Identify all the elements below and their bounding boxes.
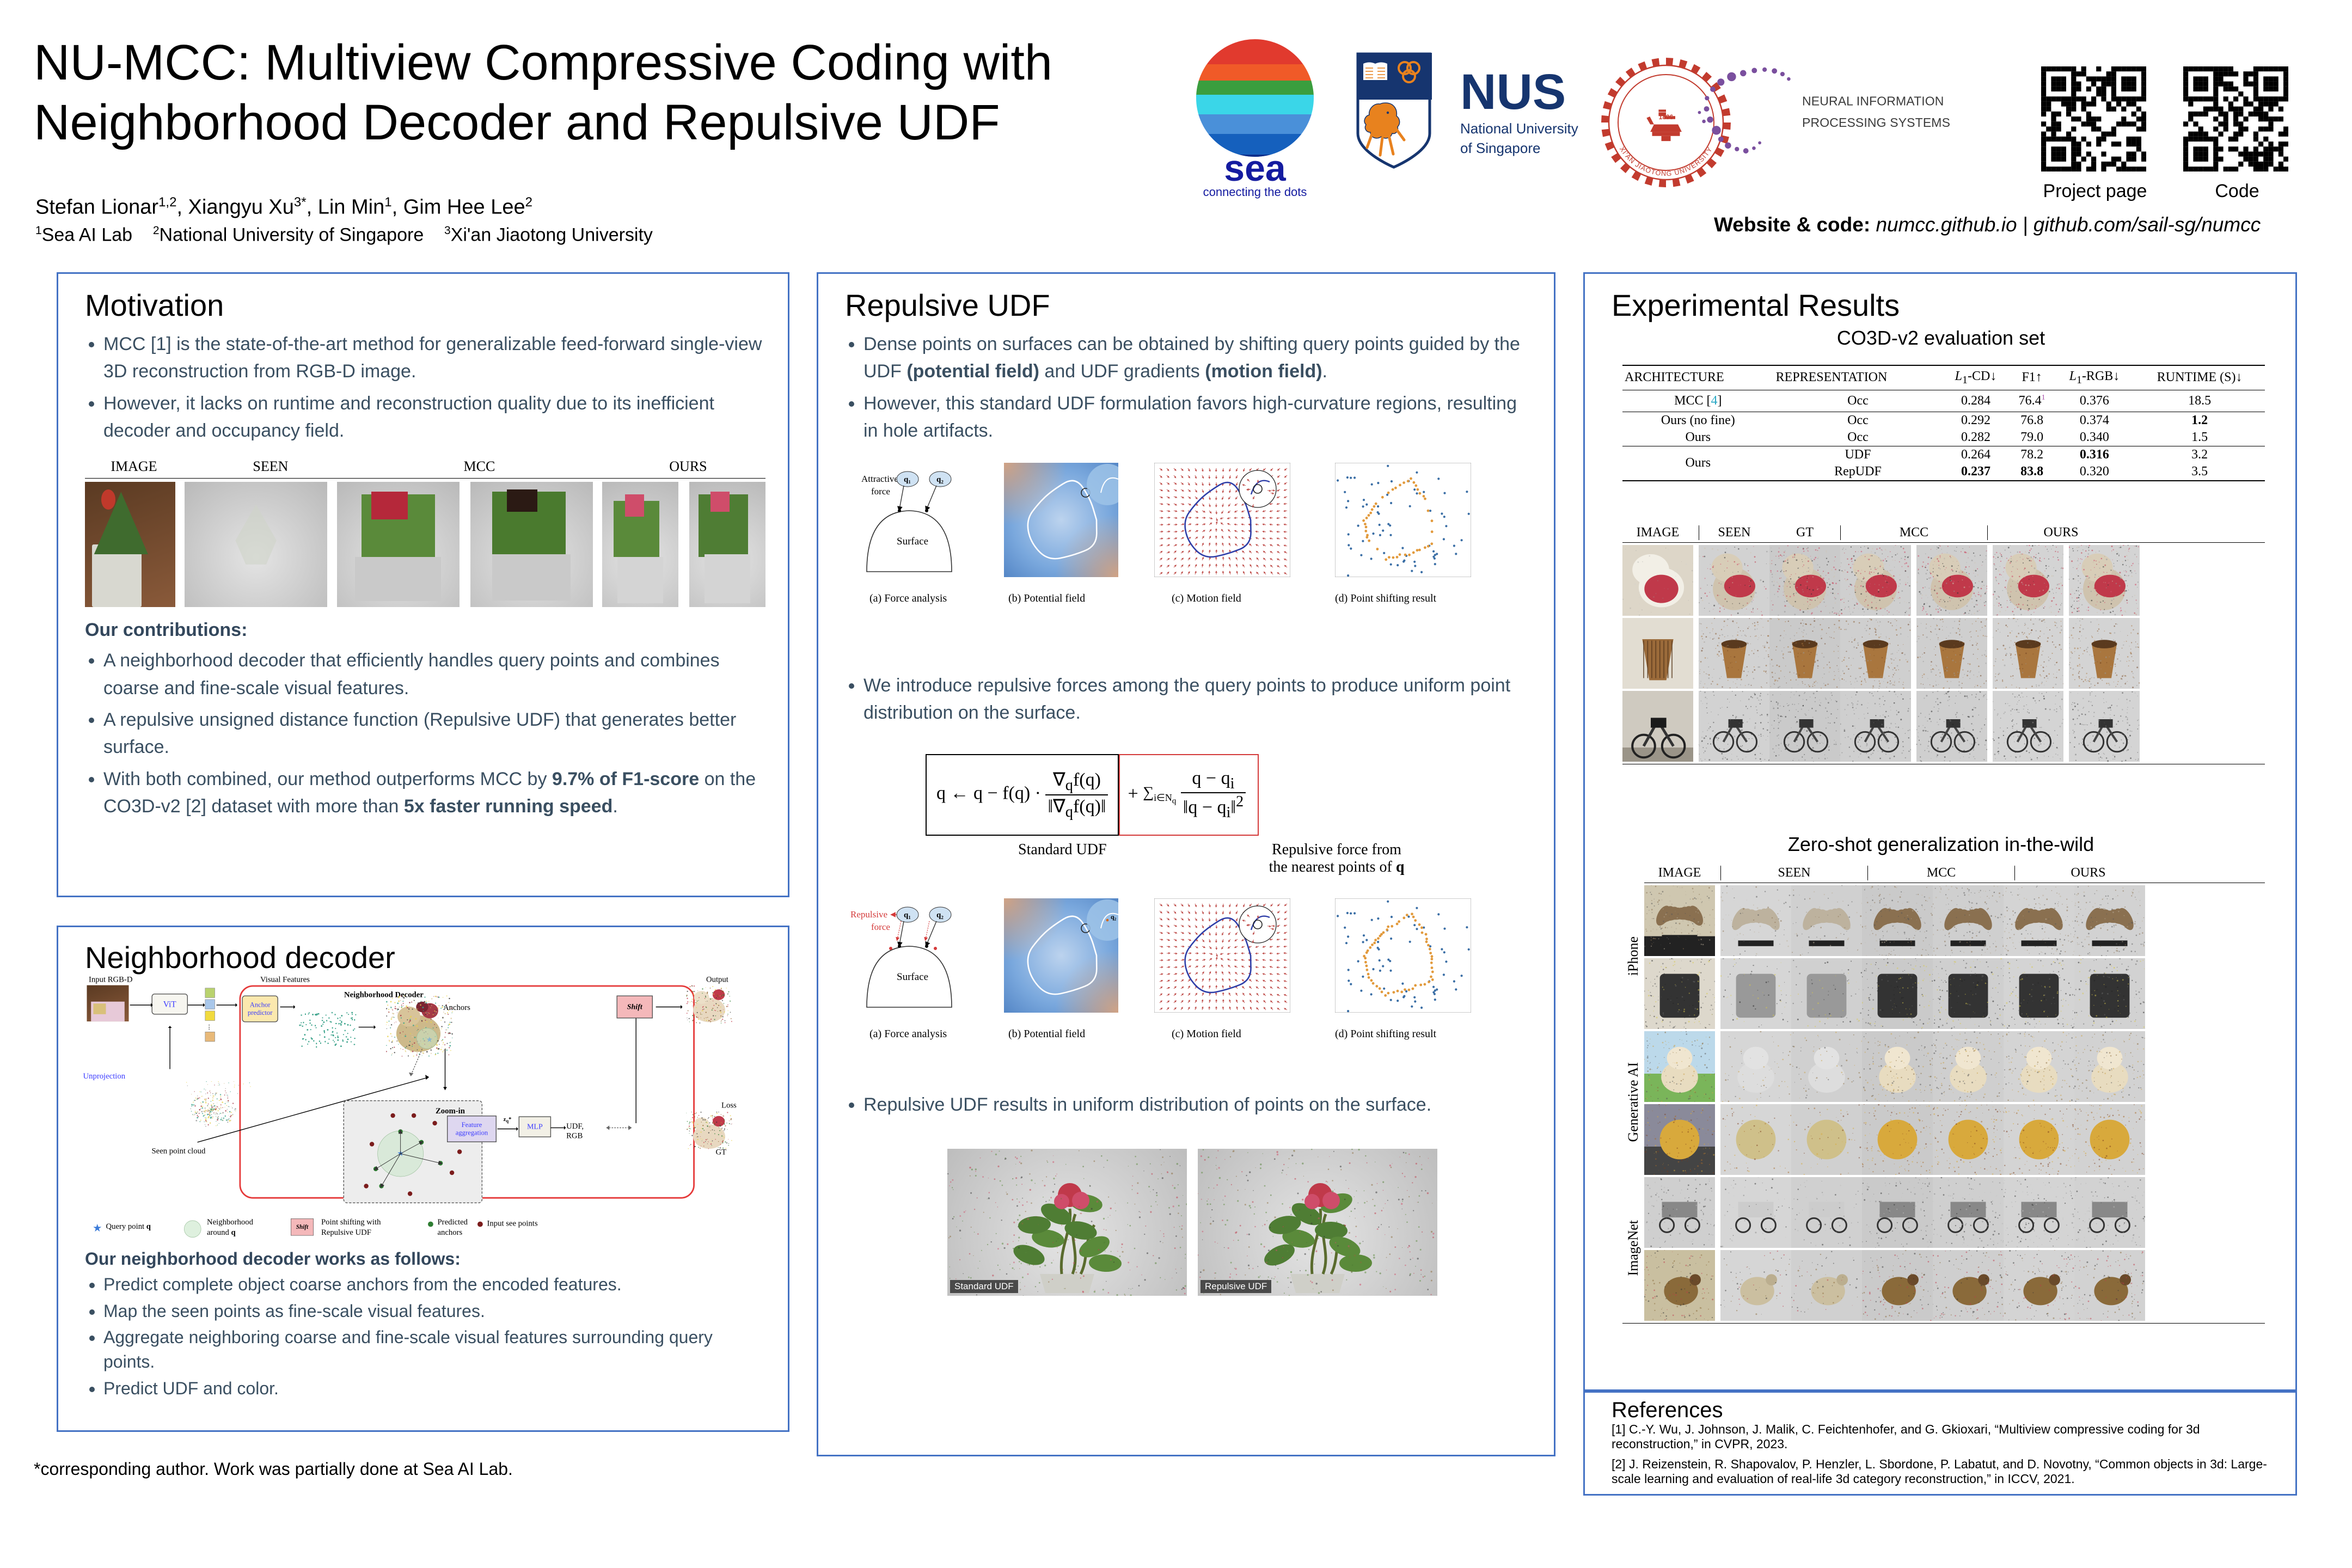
svg-text:1896: 1896 (1659, 113, 1674, 121)
svg-text:Surface: Surface (897, 971, 928, 983)
svg-text:Attractive: Attractive (861, 474, 898, 484)
svg-text:of Singapore: of Singapore (1460, 140, 1540, 156)
svg-text:Surface: Surface (897, 536, 928, 547)
svg-text:PROCESSING SYSTEMS: PROCESSING SYSTEMS (1802, 115, 1950, 130)
svg-text:q₂: q₂ (936, 911, 944, 920)
svg-text:National University: National University (1460, 120, 1578, 137)
svg-text:force: force (871, 486, 890, 497)
svg-text:NEURAL INFORMATION: NEURAL INFORMATION (1802, 94, 1944, 108)
svg-text:q₁: q₁ (904, 475, 911, 484)
svg-text:q₂: q₂ (936, 475, 944, 484)
svg-text:connecting the dots: connecting the dots (1203, 185, 1307, 199)
svg-text:Repulsive: Repulsive (850, 909, 887, 920)
svg-text:q₂: q₂ (1111, 913, 1117, 921)
svg-text:sea: sea (1224, 148, 1287, 189)
svg-text:NUS: NUS (1460, 64, 1566, 120)
svg-text:q₁: q₁ (904, 911, 911, 920)
svg-text:force: force (871, 922, 890, 932)
